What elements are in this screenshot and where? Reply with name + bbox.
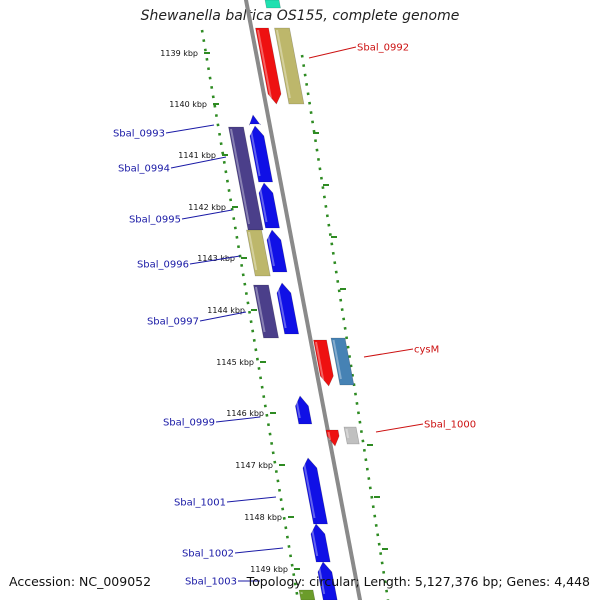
gene-highlight [276, 29, 291, 99]
gene-block-olive[interactable] [298, 589, 316, 600]
gene-arrow-red[interactable] [255, 27, 282, 105]
kbp-tick-label: 1142 kbp [188, 203, 226, 212]
gene-arrow-blue[interactable] [258, 182, 280, 229]
gene-highlight [276, 284, 287, 329]
gene-arrow-red[interactable] [313, 339, 334, 387]
label-pointer [170, 156, 227, 169]
gene-arrow-blue[interactable] [249, 125, 274, 183]
gene-label-left[interactable]: Sbal_0996 [137, 260, 189, 271]
gene-highlight [230, 128, 251, 225]
gene-highlight [315, 341, 325, 381]
gene-highlight [310, 525, 319, 557]
gene-arrow-blue[interactable] [276, 282, 300, 335]
gene-label-left[interactable]: Sbal_0994 [118, 164, 170, 175]
gene-label-left[interactable]: Sbal_0999 [163, 418, 215, 429]
kbp-tick-label: 1148 kbp [244, 513, 282, 522]
label-pointer [215, 416, 261, 423]
gene-arrow-red[interactable] [325, 429, 340, 447]
gene-arrow-blue[interactable] [317, 561, 338, 600]
gene-highlight [255, 286, 266, 333]
kbp-tick-label: 1149 kbp [250, 565, 288, 574]
gene-label-right[interactable]: Sbal_0992 [357, 43, 409, 54]
gene-highlight [249, 127, 261, 177]
gene-highlight [332, 339, 342, 380]
label-pointer [375, 423, 424, 433]
label-pointer [189, 255, 241, 265]
gene-label-left[interactable]: Sbal_0995 [129, 215, 181, 226]
kbp-tick-label: 1144 kbp [207, 306, 245, 315]
gene-label-right[interactable]: cysM [414, 345, 439, 356]
label-pointer [234, 547, 284, 554]
accession-text: Accession: NC_009052 [9, 574, 152, 589]
gene-highlight [266, 231, 275, 267]
gene-highlight [345, 428, 350, 439]
genome-summary-text: Topology: circular; Length: 5,127,376 bp… [246, 574, 590, 589]
label-pointer [226, 496, 277, 503]
gene-arrow-blue[interactable] [310, 523, 331, 563]
label-pointer [199, 311, 247, 322]
gene-block-indigo[interactable] [228, 126, 264, 231]
genome-title: Shewanella baltica OS155, complete genom… [140, 8, 460, 24]
gene-highlight [317, 563, 326, 595]
gene-label-left[interactable]: Sbal_0997 [147, 317, 199, 328]
gene-highlight [295, 397, 301, 419]
label-pointer [363, 348, 414, 358]
gene-arrow-blue[interactable] [295, 395, 313, 425]
gene-block-teal[interactable] [264, 0, 281, 9]
gene-highlight [248, 231, 258, 271]
label-pointer [165, 124, 215, 134]
label-pointer [308, 46, 357, 59]
gene-highlight [302, 459, 316, 519]
gene-block-khaki[interactable] [274, 27, 305, 105]
gene-label-left[interactable]: Sbal_0993 [113, 129, 165, 140]
gene-label-left[interactable]: Sbal_1003 [185, 577, 237, 588]
kbp-tick-label: 1140 kbp [169, 100, 207, 109]
gene-label-right[interactable]: Sbal_1000 [424, 420, 476, 431]
gene-arrow-blue[interactable] [302, 457, 328, 525]
gene-highlight [327, 431, 332, 441]
gene-block-steelblue[interactable] [330, 337, 355, 386]
gene-block-silver[interactable] [343, 426, 360, 445]
kbp-tick-label: 1146 kbp [226, 409, 264, 418]
kbp-tick-label: 1141 kbp [178, 151, 216, 160]
tick-guide-right [300, 54, 390, 600]
kbp-tick-label: 1139 kbp [160, 49, 198, 58]
label-pointer [181, 209, 233, 220]
gene-highlight [258, 184, 268, 223]
gene-arrow-blue[interactable] [248, 114, 261, 127]
gene-label-left[interactable]: Sbal_1001 [174, 498, 226, 509]
kbp-tick-label: 1147 kbp [235, 461, 273, 470]
genome-backbone [243, 0, 363, 600]
gene-highlight [257, 29, 272, 99]
tick-guide-left [200, 29, 300, 600]
kbp-tick-label: 1143 kbp [197, 254, 235, 263]
gene-label-left[interactable]: Sbal_1002 [182, 549, 234, 560]
gene-arrow-blue[interactable] [266, 229, 288, 273]
kbp-tick-label: 1145 kbp [216, 358, 254, 367]
gene-block-khaki[interactable] [246, 229, 271, 277]
gene-block-indigo[interactable] [253, 284, 279, 339]
